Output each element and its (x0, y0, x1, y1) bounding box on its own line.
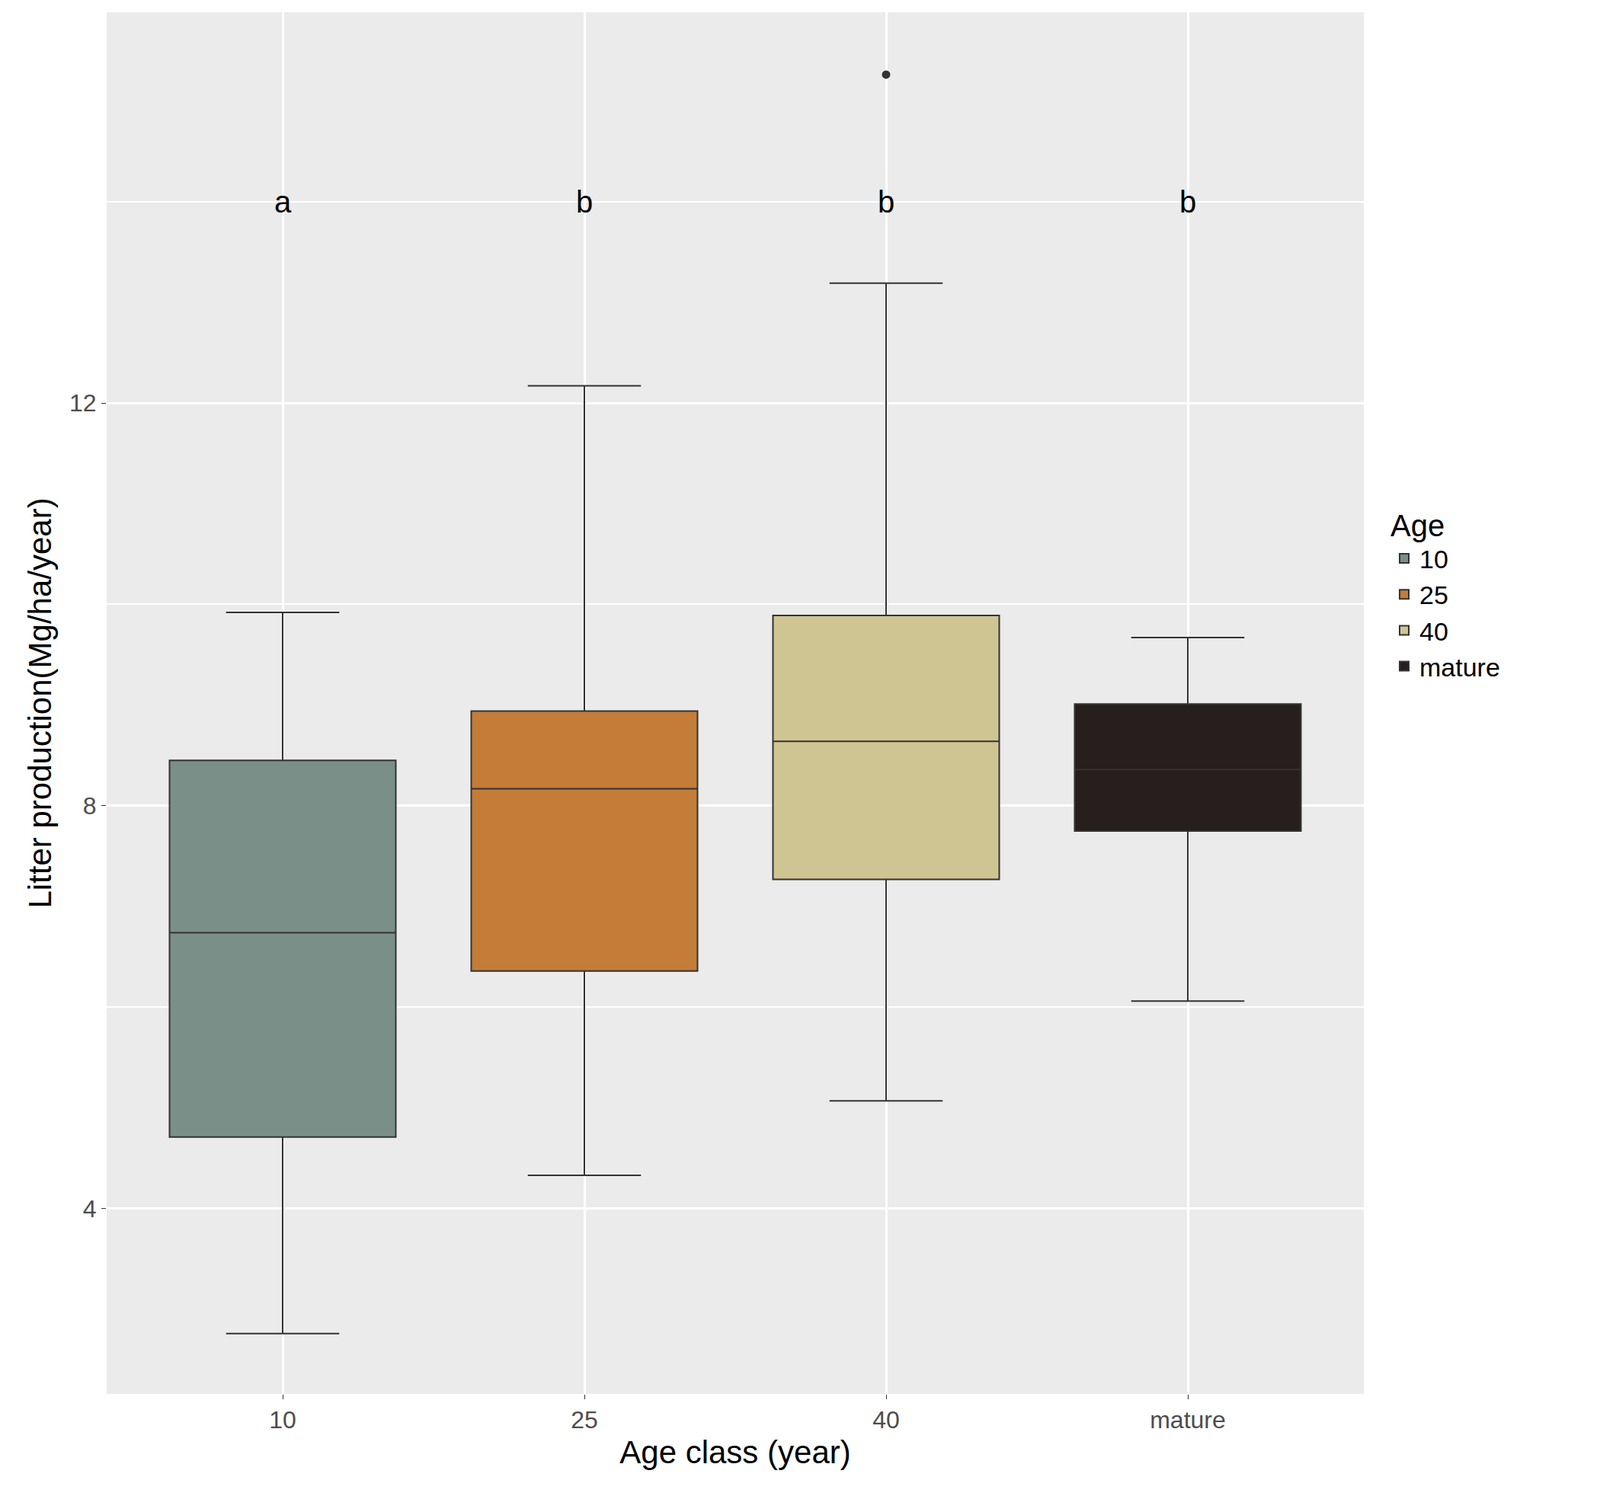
svg-text:10: 10 (268, 1406, 297, 1434)
svg-text:10: 10 (1419, 544, 1449, 574)
svg-text:12: 12 (69, 389, 97, 417)
svg-text:25: 25 (1419, 580, 1449, 610)
svg-text:Age: Age (1390, 508, 1445, 543)
svg-text:40: 40 (1419, 617, 1449, 647)
svg-text:Litter production(Mg/ha/year): Litter production(Mg/ha/year) (22, 497, 58, 909)
svg-text:25: 25 (570, 1406, 599, 1434)
svg-text:Age class (year): Age class (year) (619, 1434, 851, 1471)
svg-text:40: 40 (872, 1406, 900, 1434)
svg-text:mature: mature (1149, 1406, 1226, 1434)
svg-text:mature: mature (1419, 652, 1501, 682)
svg-text:8: 8 (83, 792, 97, 820)
svg-text:b: b (877, 185, 895, 219)
svg-text:4: 4 (83, 1195, 97, 1223)
svg-text:b: b (576, 185, 593, 219)
svg-text:a: a (274, 185, 292, 219)
svg-text:b: b (1179, 185, 1197, 219)
